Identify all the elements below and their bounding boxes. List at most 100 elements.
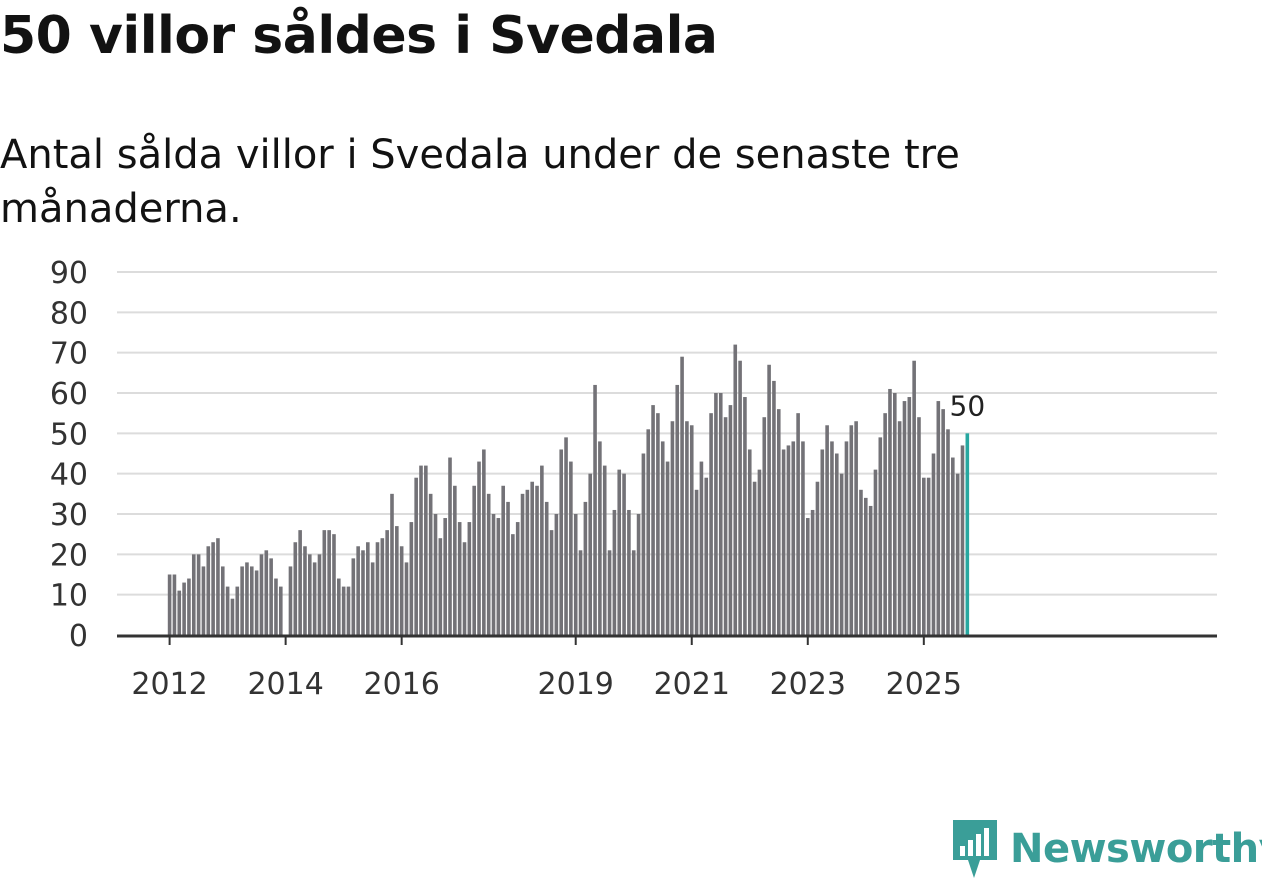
bar	[786, 445, 791, 635]
bar	[955, 473, 960, 635]
x-tick-label: 2021	[654, 667, 730, 702]
bar	[844, 441, 849, 635]
brand-logo: Newsworthy	[950, 818, 1262, 880]
bar	[230, 598, 235, 635]
bar	[588, 473, 593, 635]
bar	[419, 465, 423, 635]
bar	[240, 566, 244, 635]
bar	[530, 481, 535, 635]
y-tick-label: 0	[69, 619, 88, 654]
y-tick-label: 60	[50, 377, 88, 412]
bar	[506, 501, 510, 635]
bar	[917, 417, 921, 635]
bar	[951, 457, 955, 635]
bar	[317, 554, 322, 635]
bar	[254, 570, 259, 635]
bar	[680, 356, 684, 635]
bar	[288, 566, 293, 635]
bar	[167, 574, 172, 635]
bar	[689, 425, 694, 635]
bar	[496, 518, 501, 635]
x-tick-label: 2023	[770, 667, 846, 702]
bar	[375, 542, 380, 635]
bar	[902, 401, 907, 635]
bar	[776, 409, 781, 635]
bar	[665, 461, 670, 635]
bar	[660, 441, 665, 635]
bar	[617, 469, 622, 635]
bar	[337, 578, 341, 635]
y-tick-label: 20	[50, 538, 88, 573]
bar	[946, 429, 950, 635]
bar	[854, 421, 858, 635]
bar	[549, 530, 554, 635]
bar	[694, 489, 699, 635]
bar-chart: 0 10 20 30 40 50 60 70 80 90 2012 2014 2016 2019 2021…	[50, 256, 1217, 702]
bar	[235, 586, 240, 635]
bar	[544, 501, 549, 635]
bar	[433, 514, 438, 635]
bar	[515, 522, 520, 635]
bar	[370, 562, 375, 635]
bar	[486, 493, 491, 635]
bar	[912, 360, 916, 635]
bar	[191, 554, 196, 635]
bar	[573, 514, 578, 635]
bar	[883, 413, 887, 635]
bar	[346, 586, 351, 635]
bar	[709, 413, 713, 635]
bar	[752, 481, 757, 635]
bar	[801, 441, 805, 635]
bar	[636, 514, 641, 635]
x-tick-label: 2014	[247, 667, 323, 702]
bar	[728, 405, 733, 635]
bar	[428, 493, 433, 635]
bar	[960, 445, 965, 635]
bar	[651, 405, 655, 635]
y-tick-label: 90	[50, 256, 88, 291]
bar	[477, 461, 481, 635]
bar	[878, 437, 883, 635]
bar	[206, 546, 211, 635]
bar	[868, 505, 873, 635]
bar	[482, 449, 486, 635]
bar-highlight	[965, 433, 970, 635]
bar	[220, 566, 225, 635]
bar	[888, 388, 892, 635]
bar	[511, 534, 515, 635]
bar	[182, 582, 186, 635]
bar	[327, 530, 331, 635]
bar	[931, 453, 936, 635]
bar	[380, 538, 385, 635]
y-tick-label: 80	[50, 296, 88, 331]
bar	[303, 546, 307, 635]
bar	[356, 546, 360, 635]
bar	[399, 546, 404, 635]
bar	[564, 437, 568, 635]
bar	[361, 550, 365, 635]
bar	[293, 542, 298, 635]
bar	[602, 465, 607, 635]
bar	[216, 538, 220, 635]
bar	[907, 397, 912, 635]
bar	[820, 449, 825, 635]
y-tick-label: 10	[50, 579, 88, 614]
bar	[269, 558, 273, 635]
bar	[554, 514, 559, 635]
bar	[196, 554, 201, 635]
x-tick-label: 2025	[886, 667, 962, 702]
bar	[332, 534, 336, 635]
bar	[225, 586, 230, 635]
bar	[351, 558, 356, 635]
y-axis: 0 10 20 30 40 50 60 70 80 90	[50, 256, 88, 654]
bar	[772, 380, 776, 635]
annotations: 50	[950, 389, 986, 422]
bar	[535, 485, 539, 635]
bar	[177, 590, 182, 635]
bar	[322, 530, 327, 635]
bar	[607, 550, 612, 635]
bar	[863, 497, 868, 635]
x-tick-label: 2016	[363, 667, 439, 702]
bar	[583, 501, 588, 635]
bar	[559, 449, 564, 635]
